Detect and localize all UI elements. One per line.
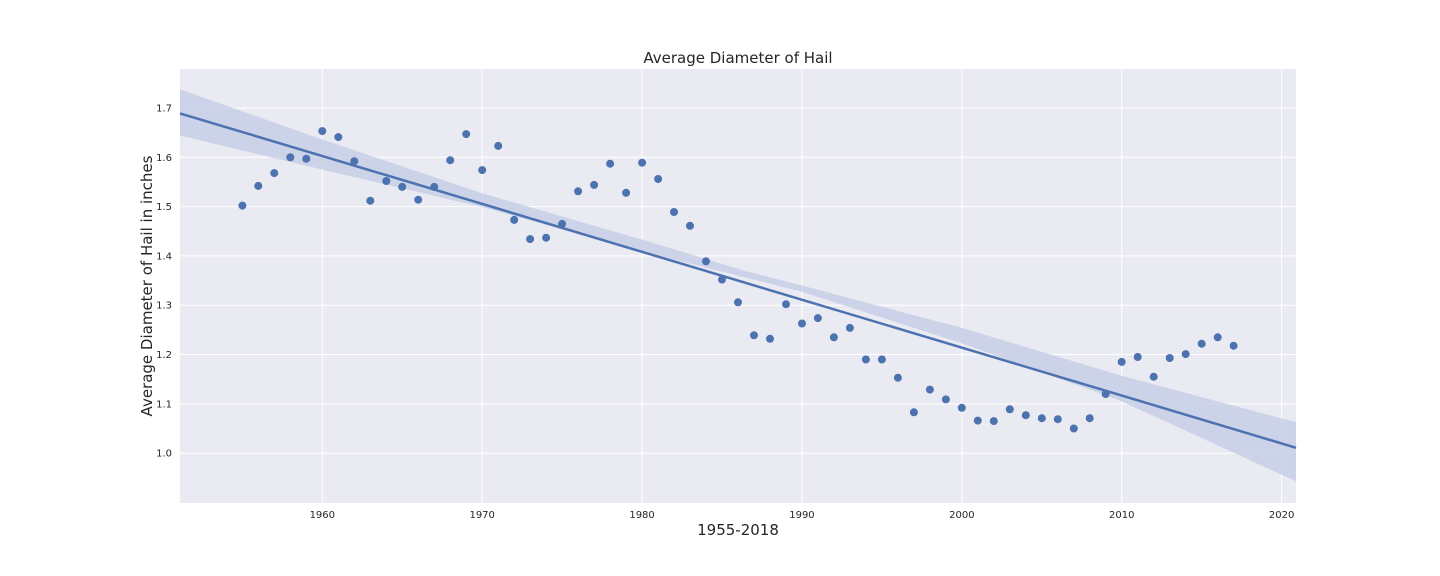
data-point	[782, 300, 790, 309]
data-point	[893, 373, 902, 382]
data-point	[382, 177, 391, 185]
y-tick-label: 1.1	[156, 399, 172, 410]
y-tick-label: 1.4	[156, 251, 172, 262]
data-point	[526, 235, 535, 244]
data-point	[1149, 372, 1158, 381]
y-tick-labels: 1.0 1.1 1.2 1.3 1.4 1.5 1.6 1.7	[156, 103, 172, 459]
data-point	[925, 385, 934, 394]
x-tick-label: 2010	[1109, 510, 1134, 521]
data-point	[1021, 411, 1030, 420]
data-point	[574, 187, 583, 196]
x-tick-label: 2020	[1269, 510, 1294, 521]
data-point	[254, 181, 263, 190]
data-point	[989, 417, 998, 426]
data-point	[734, 298, 742, 307]
data-point	[909, 408, 918, 417]
data-point	[638, 158, 647, 167]
data-point	[1117, 357, 1126, 366]
data-point	[286, 153, 295, 162]
data-point	[302, 154, 311, 163]
data-point	[957, 403, 966, 412]
data-point	[366, 196, 375, 205]
y-tick-label: 1.3	[156, 301, 172, 312]
data-point	[462, 130, 471, 139]
data-point	[1229, 341, 1238, 350]
data-point	[654, 175, 663, 183]
data-point	[973, 416, 982, 425]
data-point	[1165, 354, 1174, 362]
y-tick-label: 1.0	[156, 449, 172, 460]
data-point	[829, 333, 838, 342]
y-tick-label: 1.6	[156, 153, 172, 164]
x-tick-label: 1970	[469, 510, 494, 521]
x-tick-labels: 1960 1970 1980 1990 2000 2010 2020	[310, 510, 1295, 521]
data-point	[686, 221, 694, 230]
data-point	[590, 180, 599, 189]
y-axis-title: Average Diameter of Hail in inches	[138, 155, 156, 416]
data-point	[414, 195, 423, 204]
data-point	[350, 157, 359, 166]
data-point	[670, 208, 678, 216]
data-point	[861, 355, 870, 364]
plot-area	[180, 69, 1296, 503]
y-tick-label: 1.5	[156, 202, 172, 213]
data-point	[478, 166, 487, 175]
data-point	[398, 182, 407, 191]
data-point	[1133, 353, 1142, 361]
chart-title: Average Diameter of Hail	[643, 49, 832, 67]
data-point	[606, 159, 615, 168]
data-point	[1085, 414, 1094, 423]
regression-line-layer	[179, 112, 1297, 449]
data-point	[750, 331, 758, 340]
data-point	[334, 133, 343, 142]
data-point	[877, 355, 886, 364]
data-point	[798, 319, 806, 328]
data-point	[845, 323, 854, 332]
data-point	[1005, 405, 1014, 414]
x-tick-label: 2000	[949, 510, 974, 521]
data-point	[270, 169, 279, 178]
data-point	[446, 156, 455, 165]
data-point	[1181, 350, 1190, 359]
data-point	[702, 257, 710, 266]
regression-line	[179, 112, 1297, 449]
y-tick-label: 1.2	[156, 350, 172, 361]
data-point	[813, 314, 822, 323]
data-point	[766, 334, 774, 343]
data-point	[1037, 414, 1046, 423]
data-point	[941, 395, 950, 404]
x-tick-label: 1990	[789, 510, 814, 521]
data-point	[1053, 415, 1062, 424]
x-tick-label: 1960	[310, 510, 335, 521]
confidence-band-layer	[180, 89, 1296, 482]
data-point	[318, 127, 327, 136]
data-points	[238, 127, 1238, 433]
confidence-band	[180, 89, 1296, 482]
data-point	[1213, 333, 1222, 342]
data-point	[238, 201, 247, 210]
x-tick-label: 1980	[629, 510, 654, 521]
x-axis-title: 1955-2018	[697, 521, 779, 539]
data-point	[558, 219, 567, 228]
data-point	[1197, 339, 1206, 348]
data-point	[622, 188, 631, 197]
y-tick-label: 1.7	[156, 103, 172, 114]
data-point	[510, 215, 519, 224]
data-point	[494, 141, 503, 150]
data-point	[1069, 424, 1078, 433]
data-point	[542, 233, 551, 242]
